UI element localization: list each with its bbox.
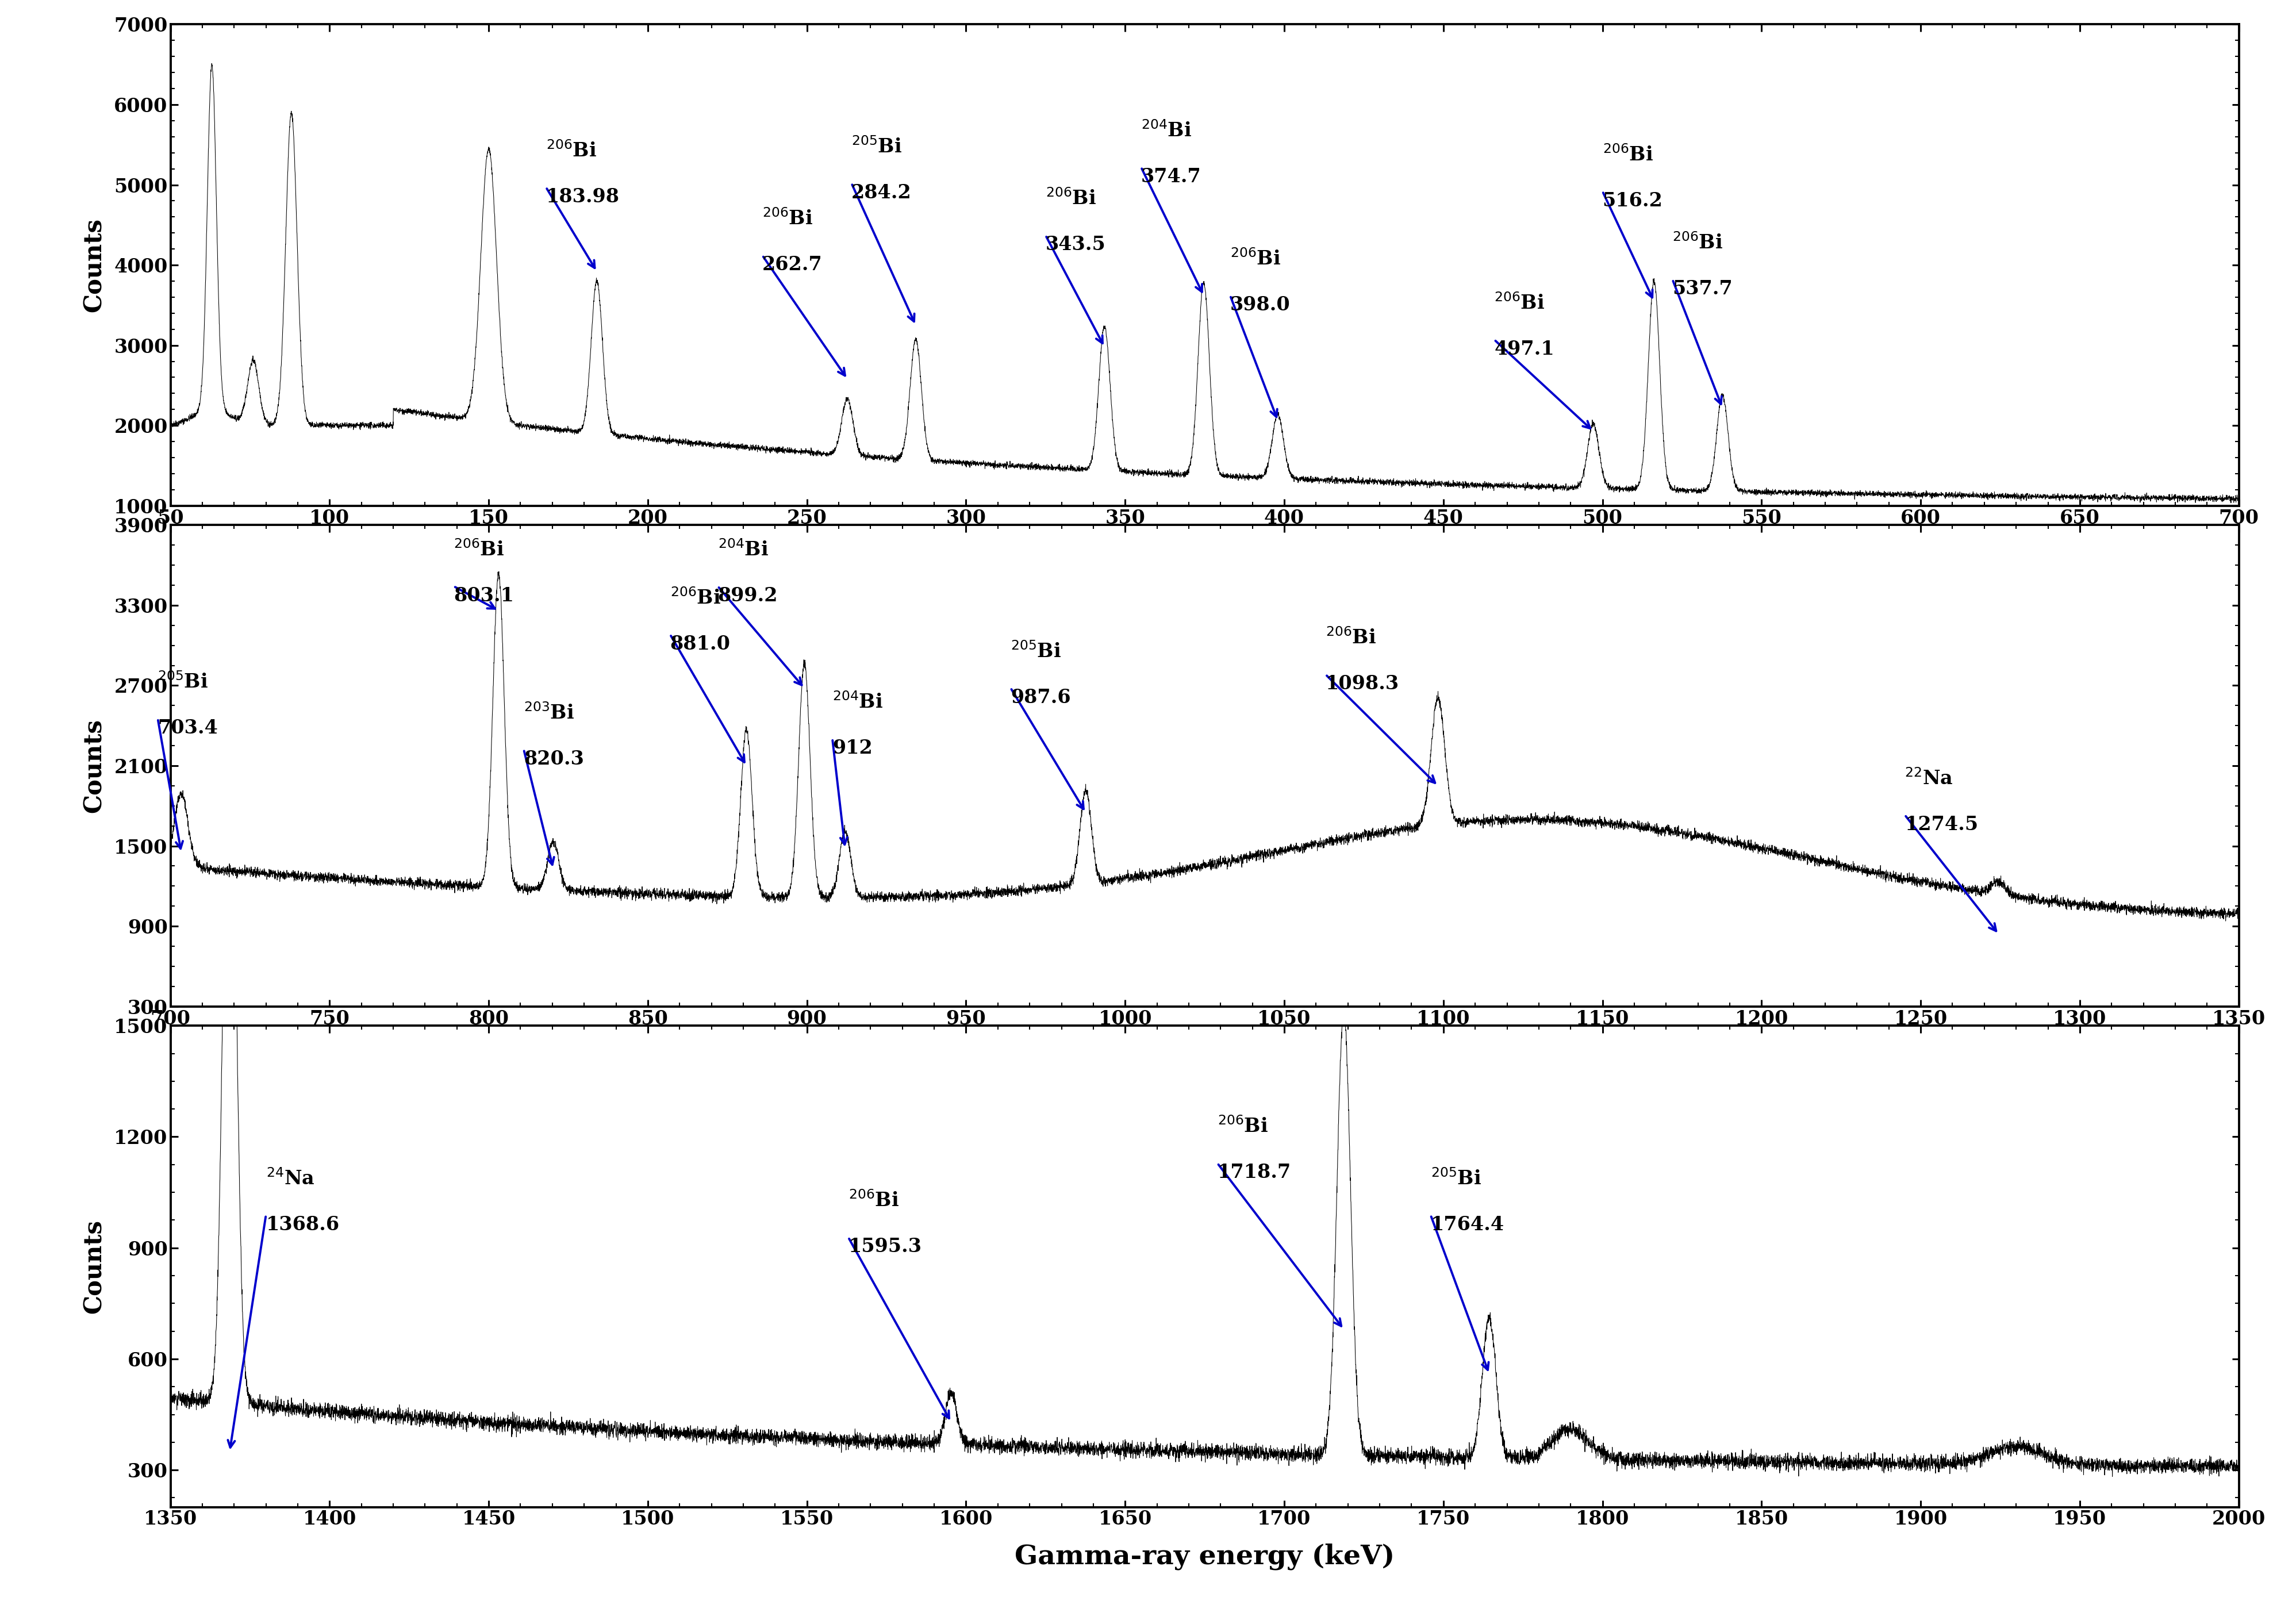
Text: $^{206}$Bi: $^{206}$Bi xyxy=(1493,294,1546,313)
Text: 803.1: 803.1 xyxy=(455,586,514,606)
Text: 343.5: 343.5 xyxy=(1046,235,1105,255)
Text: 881.0: 881.0 xyxy=(671,635,730,653)
Text: $^{206}$Bi: $^{206}$Bi xyxy=(1325,628,1375,648)
Text: $^{205}$Bi: $^{205}$Bi xyxy=(1430,1169,1482,1189)
Text: 1368.6: 1368.6 xyxy=(266,1215,339,1234)
Text: 497.1: 497.1 xyxy=(1493,339,1555,359)
Text: $^{206}$Bi: $^{206}$Bi xyxy=(848,1190,898,1212)
Text: 398.0: 398.0 xyxy=(1230,296,1291,315)
Y-axis label: Counts: Counts xyxy=(82,218,107,312)
Text: $^{204}$Bi: $^{204}$Bi xyxy=(718,539,768,560)
X-axis label: Gamma-ray energy (keV): Gamma-ray energy (keV) xyxy=(1014,1543,1396,1570)
Text: $^{205}$Bi: $^{205}$Bi xyxy=(852,136,902,158)
Text: 912: 912 xyxy=(832,739,873,758)
Text: $^{206}$Bi: $^{206}$Bi xyxy=(1046,188,1096,209)
Text: 537.7: 537.7 xyxy=(1673,279,1732,299)
Text: $^{206}$Bi: $^{206}$Bi xyxy=(546,141,596,161)
Text: 374.7: 374.7 xyxy=(1141,167,1200,187)
Text: $^{206}$Bi: $^{206}$Bi xyxy=(671,588,721,607)
Text: $^{206}$Bi: $^{206}$Bi xyxy=(1602,145,1652,164)
Text: $^{206}$Bi: $^{206}$Bi xyxy=(1218,1117,1268,1137)
Text: 899.2: 899.2 xyxy=(718,586,777,606)
Text: $^{204}$Bi: $^{204}$Bi xyxy=(1141,120,1191,141)
Text: 703.4: 703.4 xyxy=(157,719,218,737)
Text: $^{22}$Na: $^{22}$Na xyxy=(1905,768,1953,788)
Text: 987.6: 987.6 xyxy=(1011,689,1071,706)
Text: 183.98: 183.98 xyxy=(546,187,621,206)
Text: $^{205}$Bi: $^{205}$Bi xyxy=(1011,641,1061,661)
Text: $^{24}$Na: $^{24}$Na xyxy=(266,1169,314,1189)
Text: 1764.4: 1764.4 xyxy=(1430,1215,1505,1234)
Text: 516.2: 516.2 xyxy=(1602,192,1664,209)
Text: $^{205}$Bi: $^{205}$Bi xyxy=(157,672,209,692)
Text: 820.3: 820.3 xyxy=(523,749,584,768)
Text: $^{204}$Bi: $^{204}$Bi xyxy=(832,692,882,713)
Text: $^{206}$Bi: $^{206}$Bi xyxy=(1230,248,1280,270)
Text: $^{206}$Bi: $^{206}$Bi xyxy=(455,539,505,560)
Text: $^{206}$Bi: $^{206}$Bi xyxy=(761,209,814,229)
Text: $^{203}$Bi: $^{203}$Bi xyxy=(523,703,575,723)
Text: $^{206}$Bi: $^{206}$Bi xyxy=(1673,232,1723,253)
Text: 1718.7: 1718.7 xyxy=(1218,1163,1291,1182)
Text: 1274.5: 1274.5 xyxy=(1905,815,1978,833)
Text: 262.7: 262.7 xyxy=(761,255,823,274)
Text: 1098.3: 1098.3 xyxy=(1325,674,1400,693)
Y-axis label: Counts: Counts xyxy=(82,718,107,814)
Text: 1595.3: 1595.3 xyxy=(848,1237,923,1257)
Y-axis label: Counts: Counts xyxy=(82,1220,107,1314)
Text: 284.2: 284.2 xyxy=(852,184,911,203)
